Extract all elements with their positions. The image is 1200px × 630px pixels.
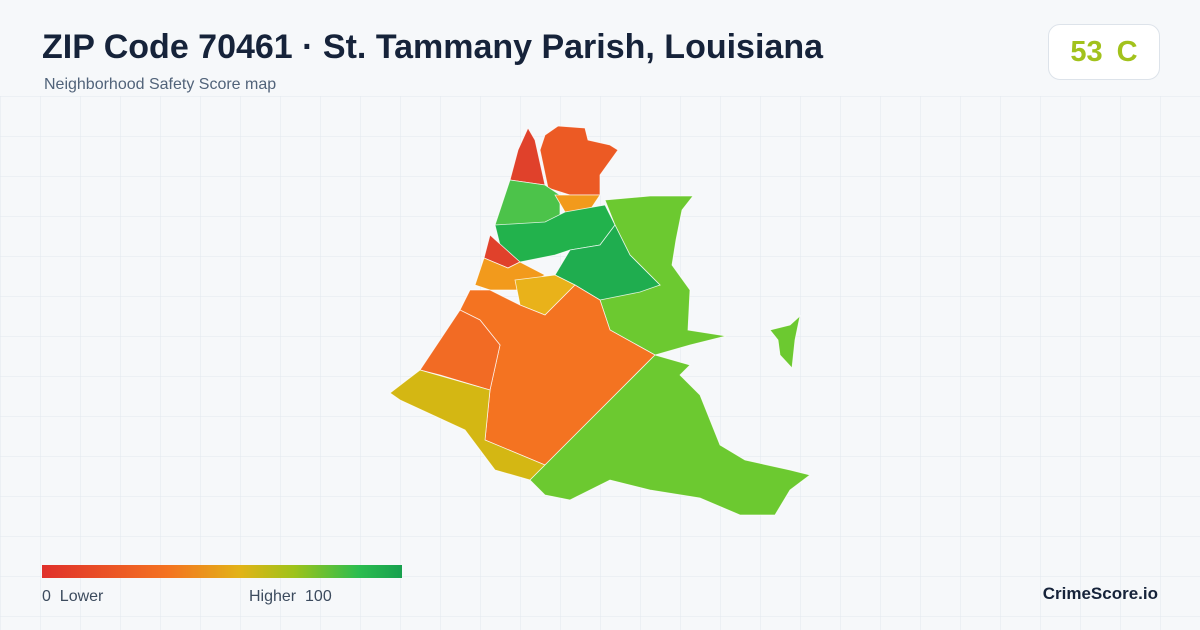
legend-gradient: [42, 565, 402, 578]
neighborhood: [769, 314, 801, 369]
neighborhood: [539, 125, 619, 196]
neighborhoods: [389, 125, 811, 516]
legend-max-label: Higher: [249, 588, 297, 605]
score-badge: 53 C: [1048, 24, 1160, 80]
legend-min: 0 Lower: [42, 588, 103, 606]
score: 53: [1070, 35, 1103, 68]
legend-max-value: 100: [305, 588, 332, 605]
legend-min-label: Lower: [59, 588, 104, 605]
brand: CrimeScore.io: [1042, 584, 1158, 603]
subtitle: Neighborhood Safety Score map: [44, 76, 277, 93]
legend-min-value: 0: [42, 588, 51, 605]
grade: C: [1116, 35, 1138, 68]
legend-max: Higher 100: [249, 588, 332, 606]
neighborhood: [529, 354, 811, 516]
title: ZIP Code 70461 · St. Tammany Parish, Lou…: [42, 28, 824, 66]
